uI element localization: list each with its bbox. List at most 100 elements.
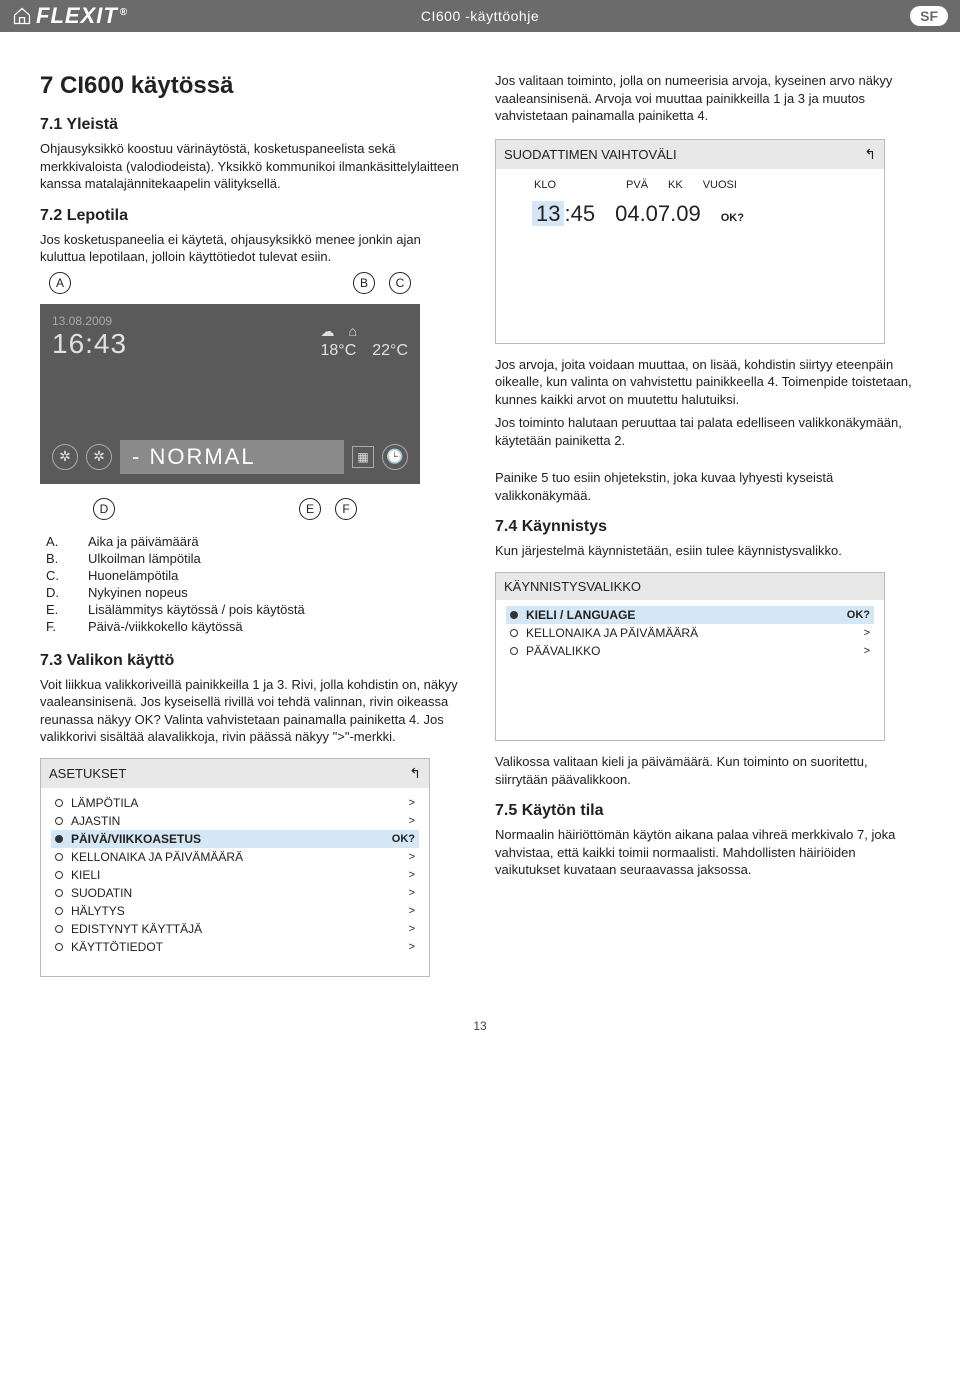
bullet-icon — [55, 907, 63, 915]
menu-row[interactable]: KIELI / LANGUAGE OK? — [506, 606, 874, 624]
back-icon: ↰ — [409, 765, 421, 782]
menu-row[interactable]: PÄIVÄ/VIIKKOASETUS OK? — [51, 830, 419, 848]
filter-menu: SUODATTIMEN VAIHTOVÄLI ↰ KLO PVÄ KK VUOS… — [495, 139, 885, 344]
s74-title: 7.4 Käynnistys — [495, 518, 920, 536]
menu-label: PÄIVÄ/VIIKKOASETUS — [71, 832, 384, 846]
bullet-icon — [55, 925, 63, 933]
fan-icon-1: ✲ — [52, 444, 78, 470]
menu-suffix: > — [409, 887, 415, 899]
menu-row[interactable]: KIELI > — [51, 866, 419, 884]
right-p2: Jos arvoja, joita voidaan muuttaa, on li… — [495, 356, 920, 409]
mode-bar: - NORMAL — [120, 440, 344, 474]
bullet-icon — [510, 629, 518, 637]
s75-body: Normaalin häiriöttömän käytön aikana pal… — [495, 826, 920, 879]
filter-date: 04.07.09 — [615, 201, 701, 227]
menu-suffix: > — [864, 645, 870, 657]
bullet-icon — [510, 647, 518, 655]
s75-title: 7.5 Käytön tila — [495, 802, 920, 820]
menu-row[interactable]: LÄMPÖTILA > — [51, 794, 419, 812]
menu-row[interactable]: KÄYTTÖTIEDOT > — [51, 938, 419, 956]
house-temp-icon: ⌂ — [349, 323, 357, 340]
menu-suffix: > — [409, 851, 415, 863]
s72-title: 7.2 Lepotila — [40, 207, 465, 225]
label-c: C — [389, 272, 411, 294]
s72-body: Jos kosketuspaneelia ei käytetä, ohjausy… — [40, 231, 465, 266]
bullet-icon — [510, 611, 518, 619]
menu-label: KELLONAIKA JA PÄIVÄMÄÄRÄ — [526, 626, 856, 640]
bullet-icon — [55, 835, 63, 843]
menu-row[interactable]: AJASTIN > — [51, 812, 419, 830]
menu-label: KIELI — [71, 868, 401, 882]
menu-suffix: OK? — [847, 609, 870, 621]
label-row-top: A B C — [40, 272, 420, 294]
menu-suffix: > — [409, 905, 415, 917]
filter-hh: 13 — [532, 201, 564, 226]
bullet-icon — [55, 853, 63, 861]
menu-row[interactable]: PÄÄVALIKKO > — [506, 642, 874, 660]
menu-row[interactable]: KELLONAIKA JA PÄIVÄMÄÄRÄ > — [506, 624, 874, 642]
menu-row[interactable]: HÄLYTYS > — [51, 902, 419, 920]
menu-suffix: OK? — [392, 833, 415, 845]
start-menu-title: KÄYNNISTYSVALIKKO — [504, 579, 641, 594]
s73-title: 7.3 Valikon käyttö — [40, 652, 465, 670]
settings-menu: ASETUKSET ↰ LÄMPÖTILA>AJASTIN>PÄIVÄ/VIIK… — [40, 758, 430, 977]
menu-suffix: > — [409, 815, 415, 827]
page-number: 13 — [0, 1009, 960, 1063]
left-column: 7 CI600 käytössä 7.1 Yleistä Ohjausyksik… — [40, 72, 465, 989]
menu-label: KÄYTTÖTIEDOT — [71, 940, 401, 954]
heat-icon: ▦ — [352, 446, 374, 468]
display-panel: 13.08.2009 16:43 ☁ ⌂ 18°C 22°C ✲ ✲ — [40, 304, 420, 484]
label-e: E — [299, 498, 321, 520]
menu-suffix: > — [409, 923, 415, 935]
menu-label: HÄLYTYS — [71, 904, 401, 918]
menu-row[interactable]: EDISTYNYT KÄYTTÄJÄ > — [51, 920, 419, 938]
def-list: A.Aika ja päivämäärä B.Ulkoilman lämpöti… — [46, 534, 465, 634]
sf-badge: SF — [910, 6, 948, 26]
display-date: 13.08.2009 — [52, 314, 127, 328]
filter-mm: 45 — [571, 201, 595, 226]
menu-suffix: > — [409, 797, 415, 809]
header-title: CI600 -käyttöohje — [0, 8, 960, 24]
fan-icon-2: ✲ — [86, 444, 112, 470]
menu-label: LÄMPÖTILA — [71, 796, 401, 810]
menu-label: KELLONAIKA JA PÄIVÄMÄÄRÄ — [71, 850, 401, 864]
bullet-icon — [55, 871, 63, 879]
s71-body: Ohjausyksikkö koostuu värinäytöstä, kosk… — [40, 140, 465, 193]
menu-label: SUODATIN — [71, 886, 401, 900]
menu-suffix: > — [409, 869, 415, 881]
right-column: Jos valitaan toiminto, jolla on numeeris… — [495, 72, 920, 989]
menu-label: PÄÄVALIKKO — [526, 644, 856, 658]
bullet-icon — [55, 943, 63, 951]
label-d: D — [93, 498, 115, 520]
s71-title: 7.1 Yleistä — [40, 116, 465, 134]
menu-label: EDISTYNYT KÄYTTÄJÄ — [71, 922, 401, 936]
filter-headers: KLO PVÄ KK VUOSI — [506, 175, 874, 195]
filter-values: 13:45 04.07.09 OK? — [506, 195, 874, 233]
temp-icons: ☁ ⌂ — [321, 323, 409, 340]
weather-icon: ☁ — [321, 323, 335, 340]
menu-label: AJASTIN — [71, 814, 401, 828]
back-icon: ↰ — [864, 146, 876, 163]
page-title: 7 CI600 käytössä — [40, 72, 465, 100]
after-start: Valikossa valitaan kieli ja päivämäärä. … — [495, 753, 920, 788]
label-row-bottom: D E F — [40, 498, 420, 520]
display-temp-in: 22°C — [372, 342, 408, 360]
menu-label: KIELI / LANGUAGE — [526, 608, 839, 622]
right-p4: Painike 5 tuo esiin ohjetekstin, joka ku… — [495, 469, 920, 504]
menu-suffix: > — [409, 941, 415, 953]
display-time: 16:43 — [52, 328, 127, 360]
bullet-icon — [55, 799, 63, 807]
filter-ok: OK? — [721, 212, 744, 224]
label-b: B — [353, 272, 375, 294]
right-p3: Jos toiminto halutaan peruuttaa tai pala… — [495, 414, 920, 449]
menu-suffix: > — [864, 627, 870, 639]
start-menu: KÄYNNISTYSVALIKKO KIELI / LANGUAGE OK? KEL… — [495, 572, 885, 741]
s73-body: Voit liikkua valikkoriveillä painikkeill… — [40, 676, 465, 746]
header-bar: FLEXIT ® CI600 -käyttöohje SF — [0, 0, 960, 32]
right-p1: Jos valitaan toiminto, jolla on numeeris… — [495, 72, 920, 125]
menu-row[interactable]: SUODATIN > — [51, 884, 419, 902]
bullet-icon — [55, 889, 63, 897]
label-a: A — [49, 272, 71, 294]
menu-row[interactable]: KELLONAIKA JA PÄIVÄMÄÄRÄ > — [51, 848, 419, 866]
clock-icon: 🕒 — [382, 444, 408, 470]
